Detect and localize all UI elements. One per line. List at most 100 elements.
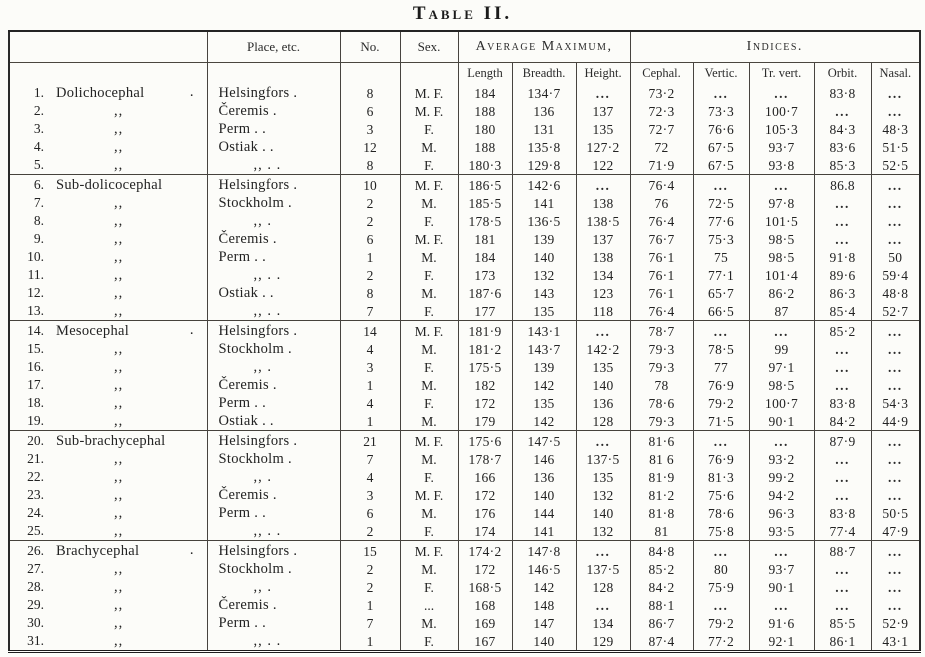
count-cell: 7: [339, 302, 400, 321]
breadth-cell: 142: [511, 376, 576, 394]
row-label-cell: 15.,,: [9, 340, 207, 358]
row-number: 4.: [33, 139, 44, 154]
height-cell: 128: [575, 578, 631, 596]
sex-cell: M.: [399, 138, 458, 156]
breadth-cell: 140: [511, 248, 576, 266]
place-cell: ,, .: [206, 468, 340, 486]
trvert-cell: 86·2: [748, 284, 815, 302]
group-label: ,,: [114, 121, 124, 137]
row-label-cell: 24.,,: [9, 504, 207, 522]
place-cell: Helsingfors .: [206, 84, 340, 102]
row-number: 6.: [33, 177, 44, 192]
breadth-cell: 142·6: [511, 174, 576, 194]
header-nasal: Nasal.: [870, 62, 921, 84]
group-label: ,,: [114, 523, 124, 539]
cephal-cell: 81 6: [629, 450, 694, 468]
vertic-cell: 75·9: [692, 578, 750, 596]
nasal-cell: ...: [870, 540, 921, 560]
group-label: ,,: [114, 249, 124, 265]
count-cell: 14: [339, 320, 400, 340]
nasal-cell: ...: [870, 230, 921, 248]
blank-cell: [206, 62, 340, 84]
row-label-cell: 6. Sub-dolicocephal: [9, 174, 207, 194]
row-number: 9.: [33, 231, 44, 246]
table-row: 19.,, Ostiak . . 1 M. 179 142 128 79·3 71·5 90·1 8…: [9, 412, 921, 431]
table-row: 13.,,,, . . 7 F. 177 135 118 76·4 66·5 87 85·4 52·…: [9, 302, 921, 321]
place-cell: Stockholm .: [206, 340, 340, 358]
breadth-cell: 144: [511, 504, 576, 522]
orbit-cell: ...: [813, 450, 872, 468]
nasal-cell: ...: [870, 212, 921, 230]
nasal-cell: ...: [870, 486, 921, 504]
trvert-cell: ...: [748, 540, 815, 560]
place-cell: Perm . .: [206, 394, 340, 412]
label-leader-dot: .: [189, 542, 194, 558]
count-cell: 2: [339, 212, 400, 230]
height-cell: 134: [575, 614, 631, 632]
table-row: 14. Mesocephal. Helsingfors . 14 M. F. 181·9 1…: [9, 320, 921, 340]
height-cell: ...: [575, 596, 631, 614]
row-number: 28.: [27, 579, 44, 594]
trvert-cell: 93·7: [748, 560, 815, 578]
table-row: 9.,, Čeremis . 6 M. F. 181 139 137 76·7 75·3 98·5…: [9, 230, 921, 248]
sex-cell: M. F.: [399, 230, 458, 248]
sex-cell: F.: [399, 156, 458, 175]
place-cell: ,, .: [206, 212, 340, 230]
table-row: 11.,,,, . . 2 F. 173 132 134 76·1 77·1 101·4 89·6…: [9, 266, 921, 284]
row-number: 22.: [27, 469, 44, 484]
count-cell: 3: [339, 358, 400, 376]
sex-cell: M. F.: [399, 320, 458, 340]
orbit-cell: ...: [813, 230, 872, 248]
group-label: ,,: [114, 395, 124, 411]
vertic-cell: 73·3: [692, 102, 750, 120]
cephal-cell: 86·7: [629, 614, 694, 632]
height-cell: 132: [575, 522, 631, 541]
height-cell: 135: [575, 468, 631, 486]
orbit-cell: 83·6: [813, 138, 872, 156]
height-cell: 122: [575, 156, 631, 175]
length-cell: 174·2: [457, 540, 512, 560]
group-label: Brachycephal: [56, 543, 140, 559]
trvert-cell: 98·5: [748, 376, 815, 394]
sex-cell: M.: [399, 560, 458, 578]
nasal-cell: 52·5: [870, 156, 921, 175]
table-row: 7.,, Stockholm . 2 M. 185·5 141 138 76 72·5 97·8.…: [9, 194, 921, 212]
length-cell: 182: [457, 376, 512, 394]
count-cell: 15: [339, 540, 400, 560]
nasal-cell: ...: [870, 430, 921, 450]
trvert-cell: 93·8: [748, 156, 815, 175]
cephal-cell: 76: [629, 194, 694, 212]
table-row: 23.,, Čeremis . 3 M. F. 172 140 132 81·2 75·6 94·…: [9, 486, 921, 504]
length-cell: 181: [457, 230, 512, 248]
trvert-cell: 93·2: [748, 450, 815, 468]
trvert-cell: 93·7: [748, 138, 815, 156]
vertic-cell: 75·8: [692, 522, 750, 541]
row-number: 17.: [27, 377, 44, 392]
header-sex: Sex.: [399, 31, 458, 63]
cephal-cell: 78·6: [629, 394, 694, 412]
header-place: Place, etc.: [206, 31, 340, 63]
length-cell: 181·9: [457, 320, 512, 340]
vertic-cell: ...: [692, 84, 750, 102]
cephal-cell: 81·6: [629, 430, 694, 450]
length-cell: 181·2: [457, 340, 512, 358]
count-cell: 12: [339, 138, 400, 156]
sex-cell: M. F.: [399, 84, 458, 102]
length-cell: 186·5: [457, 174, 512, 194]
row-label-cell: 3.,,: [9, 120, 207, 138]
orbit-cell: 86·3: [813, 284, 872, 302]
nasal-cell: ...: [870, 84, 921, 102]
trvert-cell: 93·5: [748, 522, 815, 541]
row-label-cell: 4.,,: [9, 138, 207, 156]
count-cell: 8: [339, 156, 400, 175]
sex-cell: M.: [399, 412, 458, 431]
orbit-cell: 88·7: [813, 540, 872, 560]
group-label: ,,: [114, 487, 124, 503]
vertic-cell: 77·2: [692, 632, 750, 652]
height-cell: 138: [575, 248, 631, 266]
vertic-cell: 76·6: [692, 120, 750, 138]
sex-cell: M.: [399, 504, 458, 522]
sex-cell: M.: [399, 450, 458, 468]
length-cell: 177: [457, 302, 512, 321]
cephal-cell: 76·7: [629, 230, 694, 248]
